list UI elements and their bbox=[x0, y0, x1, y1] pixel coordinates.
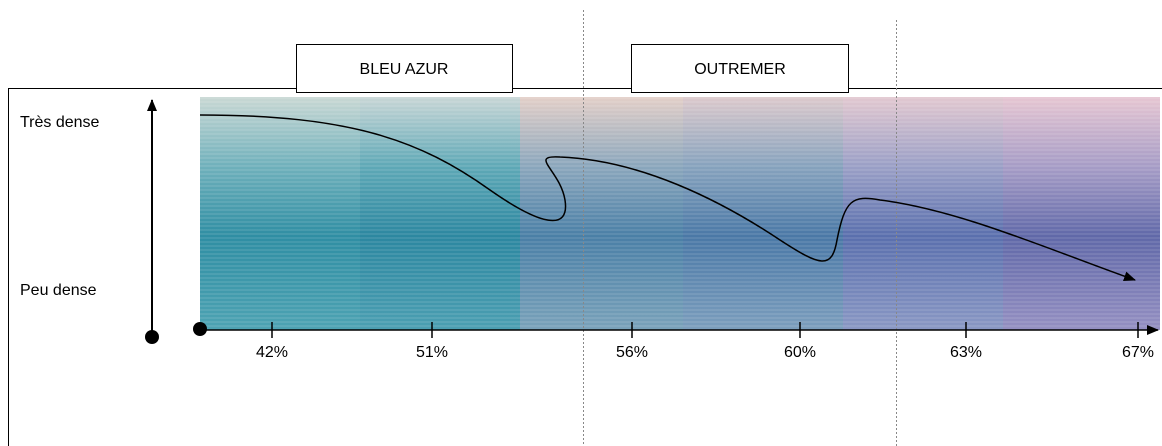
axis-label: Peu dense bbox=[20, 282, 97, 299]
box-label: BLEU AZUR bbox=[360, 61, 449, 78]
label-box bbox=[631, 44, 849, 93]
tick-label: 63% bbox=[950, 344, 982, 361]
tick-label: 51% bbox=[416, 344, 448, 361]
ticks: 42% 51% 56% 60% 63% 67% bbox=[256, 322, 1154, 361]
axis-origin bbox=[193, 322, 207, 336]
trend-curve bbox=[199, 114, 1136, 282]
box-label: OUTREMER bbox=[694, 61, 786, 78]
tick-label: 67% bbox=[1122, 344, 1154, 361]
axis-origin bbox=[145, 330, 159, 344]
axis-label: Très dense bbox=[20, 114, 100, 131]
label-box bbox=[296, 44, 513, 93]
swatches bbox=[200, 97, 1160, 330]
frame bbox=[8, 88, 1162, 446]
tick-label: 56% bbox=[616, 344, 648, 361]
texture bbox=[200, 97, 1160, 330]
tick-label: 42% bbox=[256, 344, 288, 361]
tick-label: 60% bbox=[784, 344, 816, 361]
